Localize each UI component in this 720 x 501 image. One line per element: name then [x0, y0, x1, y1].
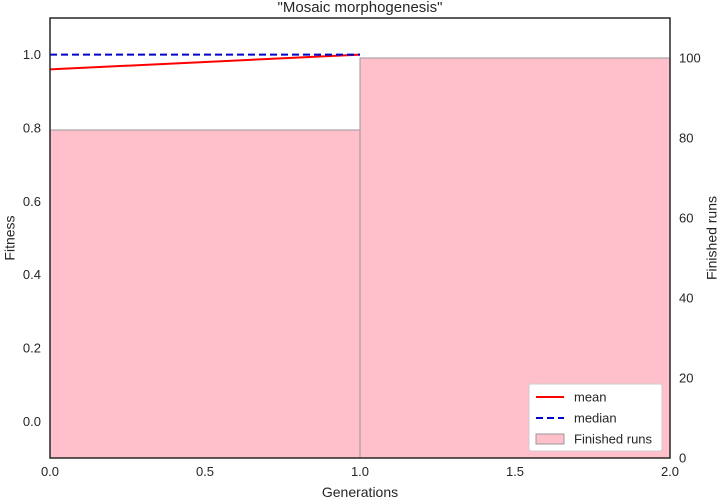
y-tick-label: 0.6: [23, 194, 41, 209]
plot-frame: [49, 17, 671, 459]
legend-bars-label: Finished runs: [574, 432, 653, 447]
y-axis-right: 0 20 40 60 80 100: [679, 51, 701, 466]
y-tick-label: 0.0: [23, 414, 41, 429]
legend-median-label: median: [574, 411, 617, 426]
y2-tick-label: 40: [679, 291, 693, 306]
x-axis: 0.0 0.5 1.0 1.5 2.0: [41, 464, 679, 479]
y2-tick-label: 80: [679, 131, 693, 146]
legend: mean median Finished runs: [528, 383, 663, 452]
legend-mean-label: mean: [574, 390, 607, 405]
y-tick-label: 0.8: [23, 121, 41, 136]
legend-bars-swatch: [535, 433, 565, 445]
y2-tick-label: 0: [679, 451, 686, 466]
y2-axis-title: Finished runs: [704, 196, 720, 280]
series-line-mean: [49, 53, 361, 71]
bar-0: [49, 129, 361, 459]
y2-tick-label: 20: [679, 371, 693, 386]
x-tick-label: 2.0: [661, 464, 679, 479]
y-axis-left: 0.0 0.2 0.4 0.6 0.8 1.0: [23, 47, 41, 429]
x-tick-label: 0.5: [196, 464, 214, 479]
x-tick-label: 1.5: [506, 464, 524, 479]
x-axis-title: Generations: [322, 484, 398, 500]
x-tick-label: 0.0: [41, 464, 59, 479]
y-axis-title: Fitness: [2, 215, 18, 260]
y-tick-label: 0.2: [23, 341, 41, 356]
y2-tick-label: 60: [679, 211, 693, 226]
chart-title: "Mosaic morphogenesis": [278, 0, 443, 16]
y2-tick-label: 100: [679, 51, 701, 66]
x-tick-label: 1.0: [351, 464, 369, 479]
lines-layer: [49, 53, 361, 71]
y-tick-label: 1.0: [23, 47, 41, 62]
y-tick-label: 0.4: [23, 267, 41, 282]
bars-layer: [49, 57, 671, 459]
